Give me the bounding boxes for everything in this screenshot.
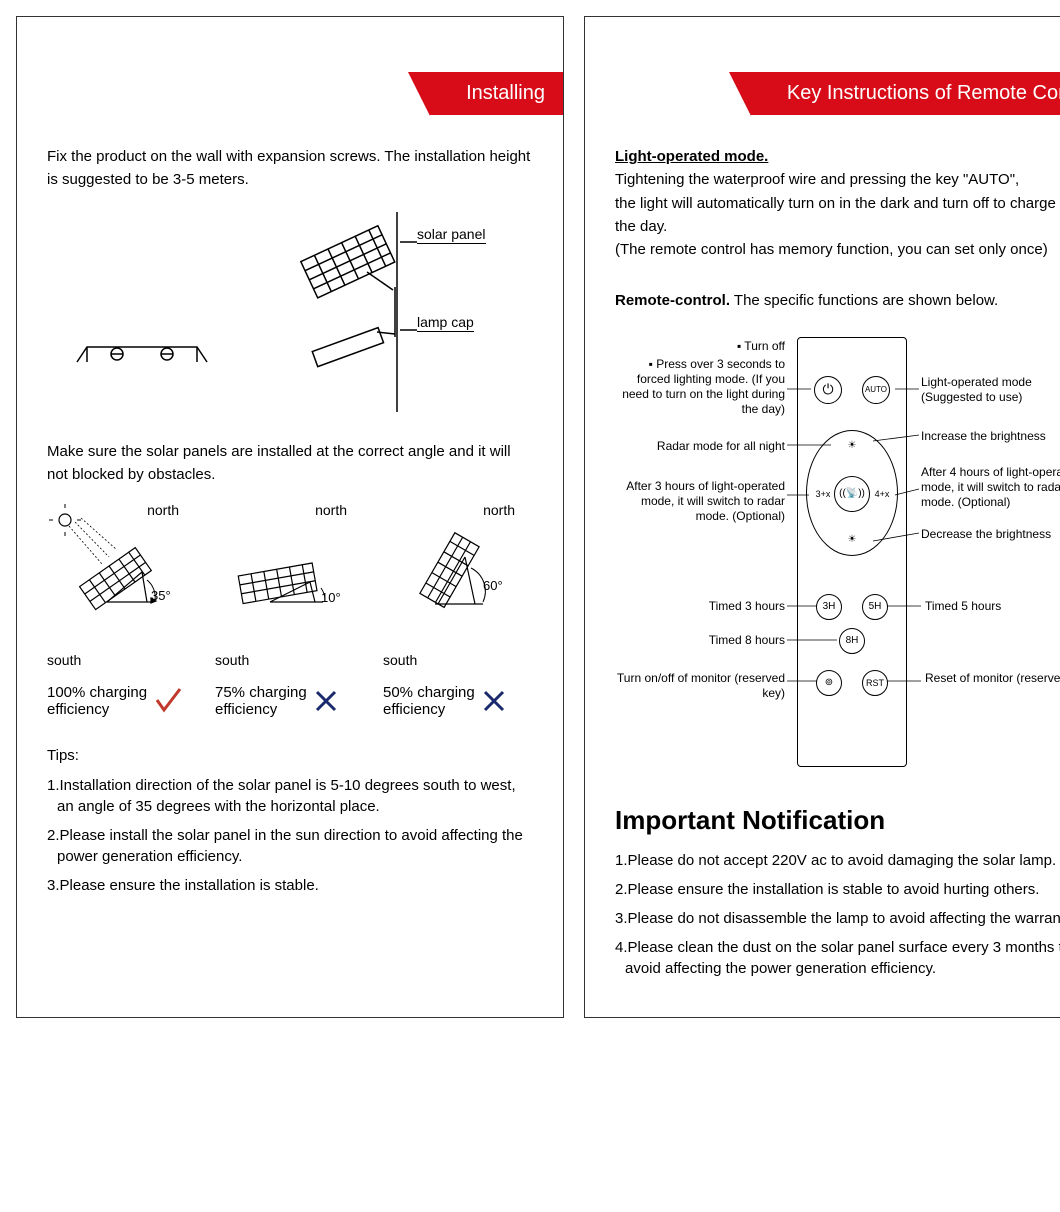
wallmount-diagram: solar panel lamp cap (267, 212, 487, 412)
eff-word: efficiency (47, 701, 109, 718)
tip-item: 3.Please ensure the installation is stab… (57, 875, 533, 896)
remote-intro: Remote-control. The specific functions a… (615, 289, 1060, 312)
5h-button[interactable]: 5H (862, 594, 888, 620)
remote-header: Key Instructions of Remote Control (751, 72, 1060, 115)
remote-intro-bold: Remote-control. (615, 292, 730, 309)
remote-diagram: ▪ Turn off ▪ Press over 3 seconds to for… (615, 331, 1060, 781)
eff-pct: 75% charging (215, 684, 307, 701)
important-header: Important Notification (615, 805, 1060, 836)
ribbon-wrap: Installing (17, 72, 563, 115)
important-list: 1.Please do not accept 220V ac to avoid … (615, 850, 1060, 979)
page: Installing Fix the product on the wall w… (16, 16, 1044, 1018)
north-label: north (147, 502, 179, 518)
light-mode-p3: (The remote control has memory function,… (615, 238, 1060, 261)
mount-diagram-row: solar panel lamp cap (47, 212, 533, 412)
obstacle-note: Make sure the solar panels are installed… (47, 440, 533, 487)
deg-60: 60° (483, 578, 503, 593)
right-panel: Key Instructions of Remote Control Light… (584, 16, 1060, 1018)
eff-75: 75% chargingefficiency (215, 684, 365, 718)
deg-10: 10° (321, 590, 341, 605)
important-item: 2.Please ensure the installation is stab… (625, 879, 1060, 900)
power-button[interactable]: ⏻ (814, 376, 842, 404)
dim-button[interactable]: ☀ (840, 528, 864, 552)
tip-item: 2.Please install the solar panel in the … (57, 825, 533, 867)
right-body: Light-operated mode. Tightening the wate… (585, 145, 1060, 979)
rst-button[interactable]: RST (862, 670, 888, 696)
important-item: 4.Please clean the dust on the solar pan… (625, 937, 1060, 979)
angle-10: north 10° south (215, 502, 365, 668)
light-mode-p1: Tightening the waterproof wire and press… (615, 168, 1060, 191)
angle-35: north 35° (47, 502, 197, 668)
south-label: south (47, 652, 197, 668)
eff-pct: 50% charging (383, 684, 475, 701)
lamp-cap-label: lamp cap (417, 314, 474, 332)
efficiency-row: 100% chargingefficiency 75% chargingeffi… (47, 684, 533, 718)
left-panel: Installing Fix the product on the wall w… (16, 16, 564, 1018)
remote-intro-rest: The specific functions are shown below. (730, 292, 998, 309)
remote-body: ⏻ AUTO ☀ 3+x ((📡)) 4+x ☀ 3H 5H 8H ⊚ RST (797, 337, 907, 767)
angle-60: north 60° south (383, 502, 533, 668)
eff-50: 50% chargingefficiency (383, 684, 533, 718)
tips-list: 1.Installation direction of the solar pa… (47, 775, 533, 896)
x-icon (481, 688, 507, 714)
ribbon-wrap: Key Instructions of Remote Control (585, 72, 1060, 115)
3h-button[interactable]: 3H (816, 594, 842, 620)
south-label: south (215, 652, 365, 668)
intro-text: Fix the product on the wall with expansi… (47, 145, 533, 192)
4x-button[interactable]: 4+x (870, 482, 894, 506)
light-mode-p2: the light will automatically turn on in … (615, 192, 1060, 239)
x-icon (313, 688, 339, 714)
eff-word: efficiency (215, 701, 277, 718)
angle-diagrams: north 35° (47, 502, 533, 668)
important-item: 3.Please do not disassemble the lamp to … (625, 908, 1060, 929)
installing-header: Installing (430, 72, 563, 115)
3x-button[interactable]: 3+x (811, 482, 835, 506)
south-label: south (383, 652, 533, 668)
solar-panel-label: solar panel (417, 226, 486, 244)
tip-item: 1.Installation direction of the solar pa… (57, 775, 533, 817)
north-label: north (315, 502, 347, 518)
bracket-diagram (47, 292, 247, 412)
8h-button[interactable]: 8H (839, 628, 865, 654)
check-icon (153, 686, 183, 716)
eff-pct: 100% charging (47, 684, 147, 701)
important-item: 1.Please do not accept 220V ac to avoid … (625, 850, 1060, 871)
light-mode-title: Light-operated mode. (615, 145, 1060, 168)
left-body: Fix the product on the wall with expansi… (17, 145, 563, 896)
radar-button[interactable]: ☀ (840, 434, 864, 458)
signal-button[interactable]: ((📡)) (834, 476, 870, 512)
eff-100: 100% chargingefficiency (47, 684, 197, 718)
eff-word: efficiency (383, 701, 445, 718)
deg-35: 35° (151, 588, 171, 603)
auto-button[interactable]: AUTO (862, 376, 890, 404)
north-label: north (483, 502, 515, 518)
tips-header: Tips: (47, 744, 533, 767)
monitor-button[interactable]: ⊚ (816, 670, 842, 696)
